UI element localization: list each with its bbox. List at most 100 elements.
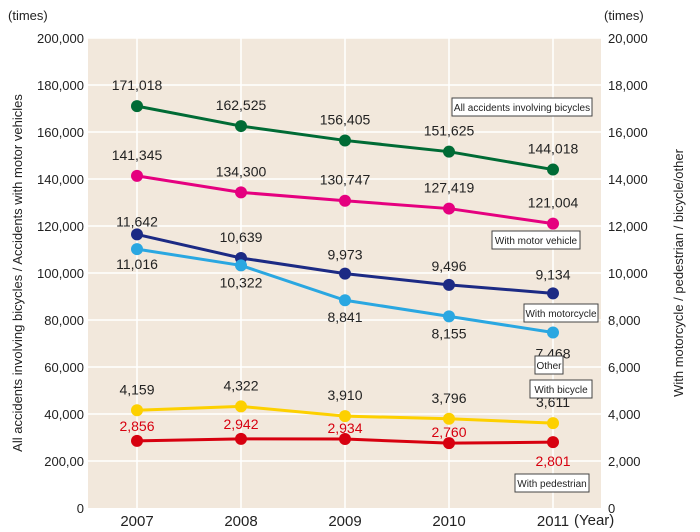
legend-label: With pedestrian bbox=[517, 479, 586, 490]
data-point bbox=[235, 432, 247, 445]
data-label: 127,419 bbox=[424, 180, 475, 196]
left-tick-label: 200,00 bbox=[44, 454, 84, 469]
left-axis-title: All accidents involving bicycles / Accid… bbox=[10, 94, 25, 452]
data-point bbox=[235, 186, 247, 199]
right-tick-label: 4,000 bbox=[608, 407, 641, 422]
legend-label: All accidents involving bicycles bbox=[454, 103, 590, 114]
data-point bbox=[131, 169, 143, 182]
data-label: 141,345 bbox=[112, 147, 163, 163]
data-label: 11,016 bbox=[116, 256, 158, 272]
data-point bbox=[339, 194, 351, 207]
data-label: 2,934 bbox=[327, 420, 362, 436]
data-point bbox=[339, 433, 351, 446]
series-lines bbox=[131, 100, 559, 450]
right-tick-label: 20,000 bbox=[608, 31, 648, 46]
left-tick-label: 180,000 bbox=[37, 78, 84, 93]
right-tick-label: 6,000 bbox=[608, 360, 641, 375]
data-label: 4,159 bbox=[119, 381, 154, 397]
data-point bbox=[339, 294, 351, 307]
data-label: 8,155 bbox=[431, 325, 466, 341]
data-point bbox=[131, 100, 143, 113]
left-tick-label: 160,000 bbox=[37, 125, 84, 140]
right-tick-label: 0 bbox=[608, 501, 615, 516]
data-label: 9,134 bbox=[535, 266, 570, 282]
data-label: 144,018 bbox=[528, 141, 579, 157]
data-label: 151,625 bbox=[424, 123, 475, 139]
right-tick-label: 8,000 bbox=[608, 313, 641, 328]
data-label: 9,973 bbox=[327, 247, 362, 263]
data-point bbox=[547, 326, 559, 339]
legend-box bbox=[451, 97, 593, 117]
data-point bbox=[339, 134, 351, 147]
data-labels: 171,018 162,525 156,405 151,625 144,018 141,3… bbox=[112, 77, 579, 469]
data-point bbox=[547, 417, 559, 430]
right-tick-label: 2,000 bbox=[608, 454, 641, 469]
legend-item: With motor vehicle bbox=[491, 230, 581, 250]
data-label: 11,642 bbox=[116, 213, 158, 229]
data-point bbox=[235, 120, 247, 133]
x-tick-label: 2011 bbox=[537, 513, 569, 530]
data-point bbox=[235, 400, 247, 413]
data-label: 3,796 bbox=[431, 390, 466, 406]
data-point bbox=[443, 145, 455, 158]
left-axis-unit: (times) bbox=[8, 8, 48, 23]
legend-label: Other bbox=[536, 361, 562, 372]
left-tick-label: 120,000 bbox=[37, 219, 84, 234]
legend-box bbox=[534, 355, 564, 375]
data-point bbox=[339, 267, 351, 280]
data-point bbox=[547, 217, 559, 230]
data-point bbox=[443, 202, 455, 215]
left-tick-label: 80,000 bbox=[44, 313, 84, 328]
data-label: 10,322 bbox=[220, 274, 263, 290]
data-point bbox=[547, 163, 559, 176]
axes: 0 0 200,00 2,000 40,000 4,000 60,000 6,000 80,00… bbox=[37, 31, 648, 530]
data-label: 171,018 bbox=[112, 77, 163, 93]
right-axis-title: With motorcycle / pedestrian / bicycle/o… bbox=[671, 148, 686, 396]
legend-item: Other bbox=[534, 355, 564, 375]
left-tick-label: 60,000 bbox=[44, 360, 84, 375]
x-tick-label: 2010 bbox=[432, 513, 465, 530]
legend-label: With motorcycle bbox=[525, 309, 597, 320]
legend-box bbox=[523, 303, 599, 323]
data-label: 4,322 bbox=[223, 377, 258, 393]
legend-item: All accidents involving bicycles bbox=[451, 97, 593, 117]
left-tick-label: 0 bbox=[77, 501, 84, 516]
legend-box bbox=[514, 473, 590, 493]
right-axis-unit: (times) bbox=[604, 8, 644, 23]
data-label: 9,496 bbox=[431, 258, 466, 274]
grid bbox=[88, 37, 601, 508]
data-label: 2,801 bbox=[535, 453, 570, 469]
right-tick-label: 12,000 bbox=[608, 219, 648, 234]
data-point bbox=[443, 310, 455, 323]
legend-label: With motor vehicle bbox=[495, 236, 578, 247]
data-label: 134,300 bbox=[216, 163, 267, 179]
right-tick-label: 14,000 bbox=[608, 172, 648, 187]
data-label: 162,525 bbox=[216, 97, 267, 113]
left-tick-label: 200,000 bbox=[37, 31, 84, 46]
data-label: 10,639 bbox=[220, 229, 263, 245]
data-point bbox=[547, 287, 559, 300]
data-point bbox=[443, 278, 455, 291]
x-tick-label: 2008 bbox=[224, 513, 257, 530]
data-label: 156,405 bbox=[320, 111, 371, 127]
data-label: 2,760 bbox=[431, 424, 466, 440]
legend-box bbox=[491, 230, 581, 250]
data-label: 121,004 bbox=[528, 195, 579, 211]
data-point bbox=[235, 259, 247, 272]
left-tick-label: 100,000 bbox=[37, 266, 84, 281]
legend-label: With bicycle bbox=[534, 385, 588, 396]
legend-item: With pedestrian bbox=[514, 473, 590, 493]
data-label: 130,747 bbox=[320, 172, 371, 188]
data-point bbox=[547, 436, 559, 449]
data-label: 2,942 bbox=[223, 416, 258, 432]
legend-item: With motorcycle bbox=[523, 303, 599, 323]
x-tick-label: 2007 bbox=[120, 513, 153, 530]
data-point bbox=[339, 410, 351, 423]
left-tick-label: 140,000 bbox=[37, 172, 84, 187]
right-tick-label: 18,000 bbox=[608, 78, 648, 93]
right-tick-label: 10,000 bbox=[608, 266, 648, 281]
left-tick-label: 40,000 bbox=[44, 407, 84, 422]
x-tick-label: 2009 bbox=[328, 513, 361, 530]
data-point bbox=[131, 434, 143, 447]
